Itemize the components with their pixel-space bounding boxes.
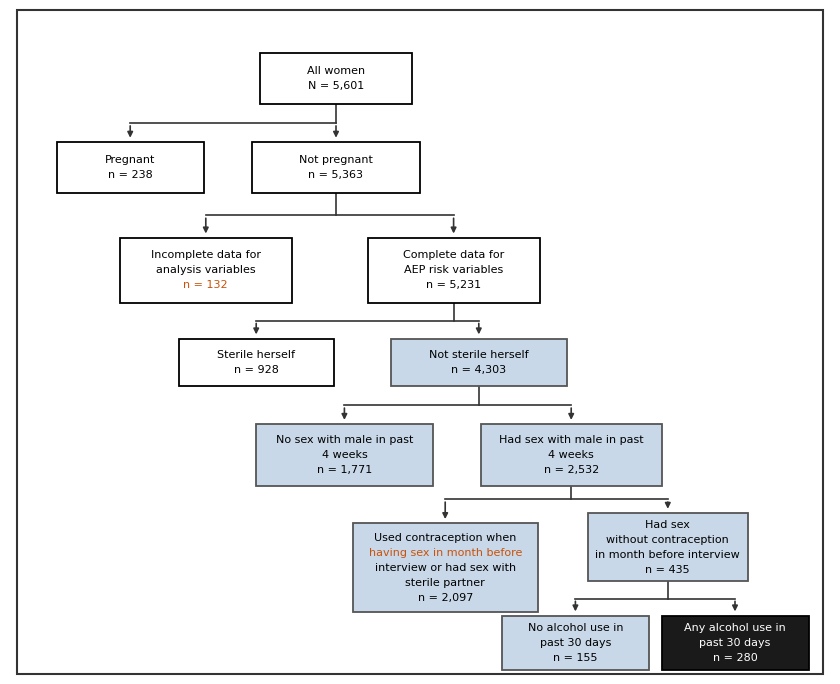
Text: without contraception: without contraception	[606, 535, 729, 544]
Bar	[353, 523, 538, 612]
Bar	[368, 238, 540, 302]
Bar	[662, 616, 809, 670]
Text: Not pregnant: Not pregnant	[299, 155, 373, 165]
Text: AEP risk variables: AEP risk variables	[404, 265, 503, 275]
Text: Had sex with male in past: Had sex with male in past	[499, 435, 643, 445]
Text: analysis variables: analysis variables	[156, 265, 255, 275]
Bar	[256, 424, 433, 486]
Text: n = 132: n = 132	[183, 280, 228, 290]
Text: All women: All women	[307, 66, 365, 76]
Text: in month before interview: in month before interview	[596, 550, 740, 560]
Text: Any alcohol use in: Any alcohol use in	[684, 623, 786, 633]
Bar	[179, 339, 334, 386]
Bar	[57, 142, 204, 193]
Text: n = 2,097: n = 2,097	[417, 593, 473, 603]
Text: No sex with male in past: No sex with male in past	[276, 435, 413, 445]
Text: sterile partner: sterile partner	[406, 578, 485, 588]
Text: having sex in month before: having sex in month before	[369, 548, 522, 557]
Text: Incomplete data for: Incomplete data for	[151, 250, 260, 260]
Text: Sterile herself: Sterile herself	[218, 350, 295, 360]
Bar	[252, 142, 420, 193]
Text: Pregnant: Pregnant	[105, 155, 155, 165]
Text: Had sex: Had sex	[645, 520, 690, 529]
Text: n = 928: n = 928	[234, 365, 279, 375]
Text: No alcohol use in: No alcohol use in	[528, 623, 623, 633]
Text: n = 238: n = 238	[108, 170, 153, 180]
Text: Not sterile herself: Not sterile herself	[429, 350, 528, 360]
Text: N = 5,601: N = 5,601	[308, 81, 364, 91]
Text: past 30 days: past 30 days	[540, 638, 611, 648]
Text: n = 4,303: n = 4,303	[451, 365, 507, 375]
Text: interview or had sex with: interview or had sex with	[375, 563, 516, 573]
Bar	[391, 339, 567, 386]
Text: n = 280: n = 280	[712, 653, 758, 663]
Text: n = 1,771: n = 1,771	[317, 465, 372, 475]
Text: n = 155: n = 155	[554, 653, 597, 663]
Bar	[260, 53, 412, 104]
Text: Used contraception when: Used contraception when	[374, 533, 517, 542]
Text: n = 435: n = 435	[645, 565, 690, 575]
Text: n = 5,231: n = 5,231	[426, 280, 481, 290]
Text: Complete data for: Complete data for	[403, 250, 504, 260]
Text: n = 2,532: n = 2,532	[543, 465, 599, 475]
Bar	[588, 513, 748, 581]
Text: 4 weeks: 4 weeks	[322, 450, 367, 460]
Text: past 30 days: past 30 days	[700, 638, 770, 648]
Bar	[481, 424, 662, 486]
Bar	[502, 616, 649, 670]
Text: 4 weeks: 4 weeks	[549, 450, 594, 460]
Bar	[120, 238, 292, 302]
Text: n = 5,363: n = 5,363	[308, 170, 364, 180]
